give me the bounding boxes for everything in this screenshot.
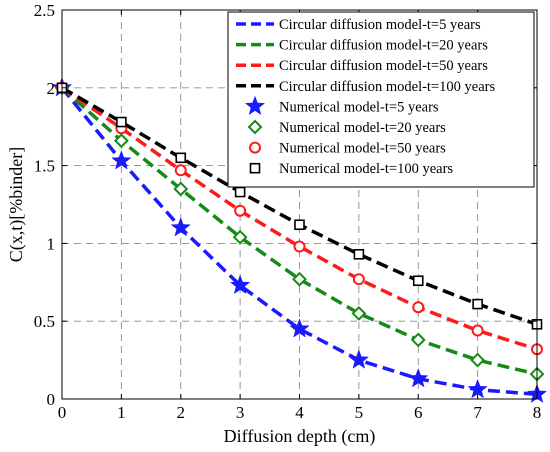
series-line-2: [61, 86, 538, 351]
data-point-star: [111, 150, 132, 170]
y-tick-label: 0: [47, 390, 56, 409]
data-point-circle: [412, 301, 425, 314]
data-point-circle: [234, 204, 247, 217]
legend-swatch-diamond: [247, 119, 263, 135]
data-point-diamond: [173, 181, 189, 197]
data-point-star: [348, 349, 370, 369]
legend-label: Numerical model-t=50 years: [279, 141, 446, 157]
y-tick-label: 0.5: [34, 312, 55, 331]
y-tick-label: 1.5: [34, 157, 55, 176]
x-tick-label: 8: [533, 403, 542, 422]
x-tick-label: 0: [58, 403, 67, 422]
x-axis-label: Diffusion depth (cm): [224, 426, 376, 447]
data-point-diamond: [292, 271, 307, 287]
data-point-circle: [471, 324, 484, 337]
data-point-diamond: [232, 229, 248, 245]
data-point-square: [294, 219, 305, 231]
legend-swatch-star: [244, 95, 266, 116]
y-tick-label: 1: [47, 234, 56, 253]
legend-label: Numerical model-t=100 years: [279, 161, 453, 177]
data-point-circle: [174, 164, 187, 177]
data-point-star: [408, 368, 429, 388]
data-point-star: [467, 378, 488, 399]
data-point-star: [170, 217, 191, 237]
x-tick-label: 2: [177, 403, 186, 422]
legend: Circular diffusion model-t=5 years Circul…: [227, 11, 535, 188]
data-point-star: [229, 274, 251, 295]
x-tick-label: 4: [295, 403, 304, 422]
data-point-diamond: [113, 133, 129, 149]
x-tick-label: 5: [355, 403, 364, 422]
data-point-diamond: [470, 352, 486, 368]
data-point-diamond: [351, 306, 367, 321]
data-point-star: [289, 318, 310, 338]
data-point-square: [175, 152, 187, 164]
legend-label: Circular diffusion model-t=50 years: [279, 58, 488, 74]
x-tick-label: 6: [414, 403, 423, 422]
legend-swatch-circle: [249, 141, 261, 154]
y-tick-label: 2.5: [34, 1, 55, 20]
data-point-square: [472, 298, 483, 310]
legend-label: Numerical model-t=20 years: [279, 120, 446, 136]
legend-label: Circular diffusion model-t=5 years: [279, 17, 481, 33]
data-point-circle: [352, 273, 365, 286]
data-point-diamond: [410, 332, 426, 348]
legend-swatch-square: [249, 162, 261, 174]
legend-label: Circular diffusion model-t=20 years: [279, 38, 488, 54]
data-point-square: [234, 186, 246, 198]
legend-box: [227, 11, 535, 188]
legend-label: Numerical model-t=5 years: [279, 99, 439, 115]
x-tick-label: 7: [473, 403, 482, 422]
data-point-square: [116, 116, 127, 128]
y-tick-label: 2: [47, 79, 56, 98]
series-line-0: [60, 86, 538, 397]
x-tick-label: 3: [236, 403, 245, 422]
y-axis-label: C(x,t)[%binder]: [6, 147, 27, 262]
data-point-square: [412, 275, 424, 287]
legend-label: Circular diffusion model-t=100 years: [279, 79, 495, 95]
data-point-square: [353, 248, 365, 260]
data-point-circle: [293, 240, 306, 253]
x-tick-label: 1: [117, 403, 126, 422]
